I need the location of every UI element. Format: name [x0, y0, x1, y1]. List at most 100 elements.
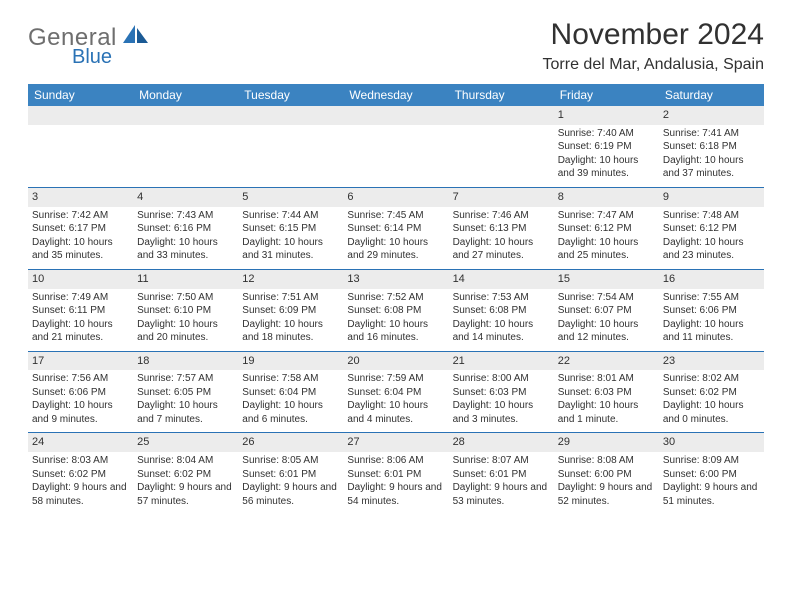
day-number: 24	[28, 433, 133, 452]
day-number: 3	[28, 188, 133, 207]
day-cell: 15Sunrise: 7:54 AMSunset: 6:07 PMDayligh…	[554, 270, 659, 351]
day-cell: 8Sunrise: 7:47 AMSunset: 6:12 PMDaylight…	[554, 188, 659, 269]
day-number	[238, 106, 343, 125]
sunset-text: Sunset: 6:10 PM	[137, 304, 234, 318]
sunset-text: Sunset: 6:06 PM	[32, 386, 129, 400]
day-number	[449, 106, 554, 125]
day-body: Sunrise: 8:09 AMSunset: 6:00 PMDaylight:…	[659, 452, 764, 514]
sunset-text: Sunset: 6:13 PM	[453, 222, 550, 236]
sunset-text: Sunset: 6:14 PM	[347, 222, 444, 236]
day-cell	[238, 106, 343, 187]
weekday-header: Monday	[133, 84, 238, 106]
week-row: 17Sunrise: 7:56 AMSunset: 6:06 PMDayligh…	[28, 351, 764, 433]
day-number	[133, 106, 238, 125]
day-number: 28	[449, 433, 554, 452]
day-number	[28, 106, 133, 125]
day-cell: 22Sunrise: 8:01 AMSunset: 6:03 PMDayligh…	[554, 352, 659, 433]
daylight-text: Daylight: 10 hours and 14 minutes.	[453, 318, 550, 345]
sunset-text: Sunset: 6:12 PM	[663, 222, 760, 236]
day-number: 9	[659, 188, 764, 207]
day-body: Sunrise: 8:08 AMSunset: 6:00 PMDaylight:…	[554, 452, 659, 514]
day-body: Sunrise: 8:00 AMSunset: 6:03 PMDaylight:…	[449, 370, 554, 432]
day-cell: 4Sunrise: 7:43 AMSunset: 6:16 PMDaylight…	[133, 188, 238, 269]
day-cell: 30Sunrise: 8:09 AMSunset: 6:00 PMDayligh…	[659, 433, 764, 514]
daylight-text: Daylight: 10 hours and 33 minutes.	[137, 236, 234, 263]
sunset-text: Sunset: 6:08 PM	[347, 304, 444, 318]
day-body: Sunrise: 7:50 AMSunset: 6:10 PMDaylight:…	[133, 289, 238, 351]
day-number: 19	[238, 352, 343, 371]
day-number: 30	[659, 433, 764, 452]
day-cell: 6Sunrise: 7:45 AMSunset: 6:14 PMDaylight…	[343, 188, 448, 269]
day-number: 5	[238, 188, 343, 207]
sunrise-text: Sunrise: 7:59 AM	[347, 372, 444, 386]
day-number: 21	[449, 352, 554, 371]
sunrise-text: Sunrise: 8:04 AM	[137, 454, 234, 468]
sunrise-text: Sunrise: 7:46 AM	[453, 209, 550, 223]
day-cell	[28, 106, 133, 187]
sunset-text: Sunset: 6:05 PM	[137, 386, 234, 400]
daylight-text: Daylight: 10 hours and 21 minutes.	[32, 318, 129, 345]
day-cell: 11Sunrise: 7:50 AMSunset: 6:10 PMDayligh…	[133, 270, 238, 351]
sunset-text: Sunset: 6:06 PM	[663, 304, 760, 318]
day-body: Sunrise: 7:54 AMSunset: 6:07 PMDaylight:…	[554, 289, 659, 351]
day-number: 13	[343, 270, 448, 289]
day-cell: 26Sunrise: 8:05 AMSunset: 6:01 PMDayligh…	[238, 433, 343, 514]
sunset-text: Sunset: 6:16 PM	[137, 222, 234, 236]
sunset-text: Sunset: 6:19 PM	[558, 140, 655, 154]
daylight-text: Daylight: 10 hours and 16 minutes.	[347, 318, 444, 345]
week-row: 10Sunrise: 7:49 AMSunset: 6:11 PMDayligh…	[28, 269, 764, 351]
day-number: 16	[659, 270, 764, 289]
sunrise-text: Sunrise: 7:51 AM	[242, 291, 339, 305]
sunset-text: Sunset: 6:03 PM	[558, 386, 655, 400]
sunrise-text: Sunrise: 8:07 AM	[453, 454, 550, 468]
day-cell: 17Sunrise: 7:56 AMSunset: 6:06 PMDayligh…	[28, 352, 133, 433]
header: General Blue November 2024 Torre del Mar…	[28, 18, 764, 74]
day-body: Sunrise: 8:03 AMSunset: 6:02 PMDaylight:…	[28, 452, 133, 514]
daylight-text: Daylight: 9 hours and 51 minutes.	[663, 481, 760, 508]
sunset-text: Sunset: 6:01 PM	[347, 468, 444, 482]
day-number: 17	[28, 352, 133, 371]
sunrise-text: Sunrise: 8:08 AM	[558, 454, 655, 468]
day-body: Sunrise: 7:42 AMSunset: 6:17 PMDaylight:…	[28, 207, 133, 269]
day-body: Sunrise: 7:56 AMSunset: 6:06 PMDaylight:…	[28, 370, 133, 432]
sunset-text: Sunset: 6:03 PM	[453, 386, 550, 400]
day-body: Sunrise: 7:55 AMSunset: 6:06 PMDaylight:…	[659, 289, 764, 351]
day-body: Sunrise: 7:59 AMSunset: 6:04 PMDaylight:…	[343, 370, 448, 432]
sunset-text: Sunset: 6:17 PM	[32, 222, 129, 236]
sunset-text: Sunset: 6:09 PM	[242, 304, 339, 318]
sunset-text: Sunset: 6:04 PM	[242, 386, 339, 400]
day-number: 6	[343, 188, 448, 207]
daylight-text: Daylight: 10 hours and 23 minutes.	[663, 236, 760, 263]
sunrise-text: Sunrise: 8:09 AM	[663, 454, 760, 468]
daylight-text: Daylight: 10 hours and 27 minutes.	[453, 236, 550, 263]
sunrise-text: Sunrise: 7:53 AM	[453, 291, 550, 305]
day-number: 27	[343, 433, 448, 452]
daylight-text: Daylight: 9 hours and 54 minutes.	[347, 481, 444, 508]
day-number: 22	[554, 352, 659, 371]
daylight-text: Daylight: 10 hours and 0 minutes.	[663, 399, 760, 426]
daylight-text: Daylight: 9 hours and 56 minutes.	[242, 481, 339, 508]
location-text: Torre del Mar, Andalusia, Spain	[543, 56, 764, 74]
daylight-text: Daylight: 9 hours and 58 minutes.	[32, 481, 129, 508]
day-body: Sunrise: 8:04 AMSunset: 6:02 PMDaylight:…	[133, 452, 238, 514]
sunrise-text: Sunrise: 7:42 AM	[32, 209, 129, 223]
day-body: Sunrise: 8:05 AMSunset: 6:01 PMDaylight:…	[238, 452, 343, 514]
sunrise-text: Sunrise: 7:47 AM	[558, 209, 655, 223]
day-cell: 29Sunrise: 8:08 AMSunset: 6:00 PMDayligh…	[554, 433, 659, 514]
day-cell: 10Sunrise: 7:49 AMSunset: 6:11 PMDayligh…	[28, 270, 133, 351]
day-cell: 12Sunrise: 7:51 AMSunset: 6:09 PMDayligh…	[238, 270, 343, 351]
day-body: Sunrise: 7:51 AMSunset: 6:09 PMDaylight:…	[238, 289, 343, 351]
day-body: Sunrise: 7:49 AMSunset: 6:11 PMDaylight:…	[28, 289, 133, 351]
day-cell: 25Sunrise: 8:04 AMSunset: 6:02 PMDayligh…	[133, 433, 238, 514]
day-body: Sunrise: 8:07 AMSunset: 6:01 PMDaylight:…	[449, 452, 554, 514]
sunset-text: Sunset: 6:02 PM	[663, 386, 760, 400]
daylight-text: Daylight: 10 hours and 6 minutes.	[242, 399, 339, 426]
day-body: Sunrise: 8:02 AMSunset: 6:02 PMDaylight:…	[659, 370, 764, 432]
weekday-header: Thursday	[449, 84, 554, 106]
day-cell: 14Sunrise: 7:53 AMSunset: 6:08 PMDayligh…	[449, 270, 554, 351]
sunrise-text: Sunrise: 7:52 AM	[347, 291, 444, 305]
week-row: 24Sunrise: 8:03 AMSunset: 6:02 PMDayligh…	[28, 432, 764, 514]
sunrise-text: Sunrise: 7:44 AM	[242, 209, 339, 223]
sunrise-text: Sunrise: 7:56 AM	[32, 372, 129, 386]
daylight-text: Daylight: 10 hours and 37 minutes.	[663, 154, 760, 181]
